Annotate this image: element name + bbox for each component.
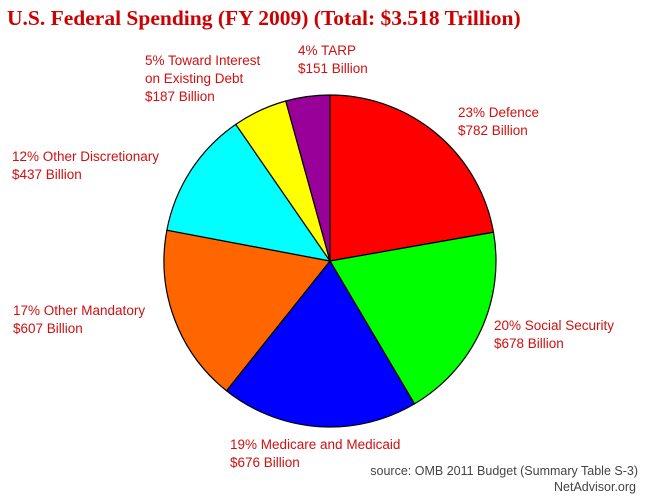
chart-title: U.S. Federal Spending (FY 2009) (Total: …: [7, 6, 521, 30]
slice-other-mandatory: [163, 229, 331, 392]
label-interest: 5% Toward Interest on Existing Debt $187…: [145, 53, 261, 104]
source-note: source: OMB 2011 Budget (Summary Table S…: [370, 464, 638, 478]
slice-social-security: [329, 231, 497, 405]
label-other-mandatory: 17% Other Mandatory $607 Billion: [13, 303, 146, 336]
slice-tarp: [285, 94, 331, 262]
label-defence: 23% Defence $782 Billion: [458, 105, 540, 138]
slice-defence: [329, 94, 495, 262]
label-medicare-medicaid: 19% Medicare and Medicaid $676 Billion: [230, 437, 401, 470]
label-other-discretionary: 12% Other Discretionary $437 Billion: [12, 149, 160, 182]
slice-medicare-medicaid: [225, 260, 416, 428]
slice-other-discretionary: [166, 123, 331, 262]
site-credit: NetAdvisor.org: [554, 480, 636, 494]
label-tarp: 4% TARP $151 Billion: [298, 43, 368, 76]
label-social-security: 20% Social Security $678 Billion: [494, 318, 615, 351]
